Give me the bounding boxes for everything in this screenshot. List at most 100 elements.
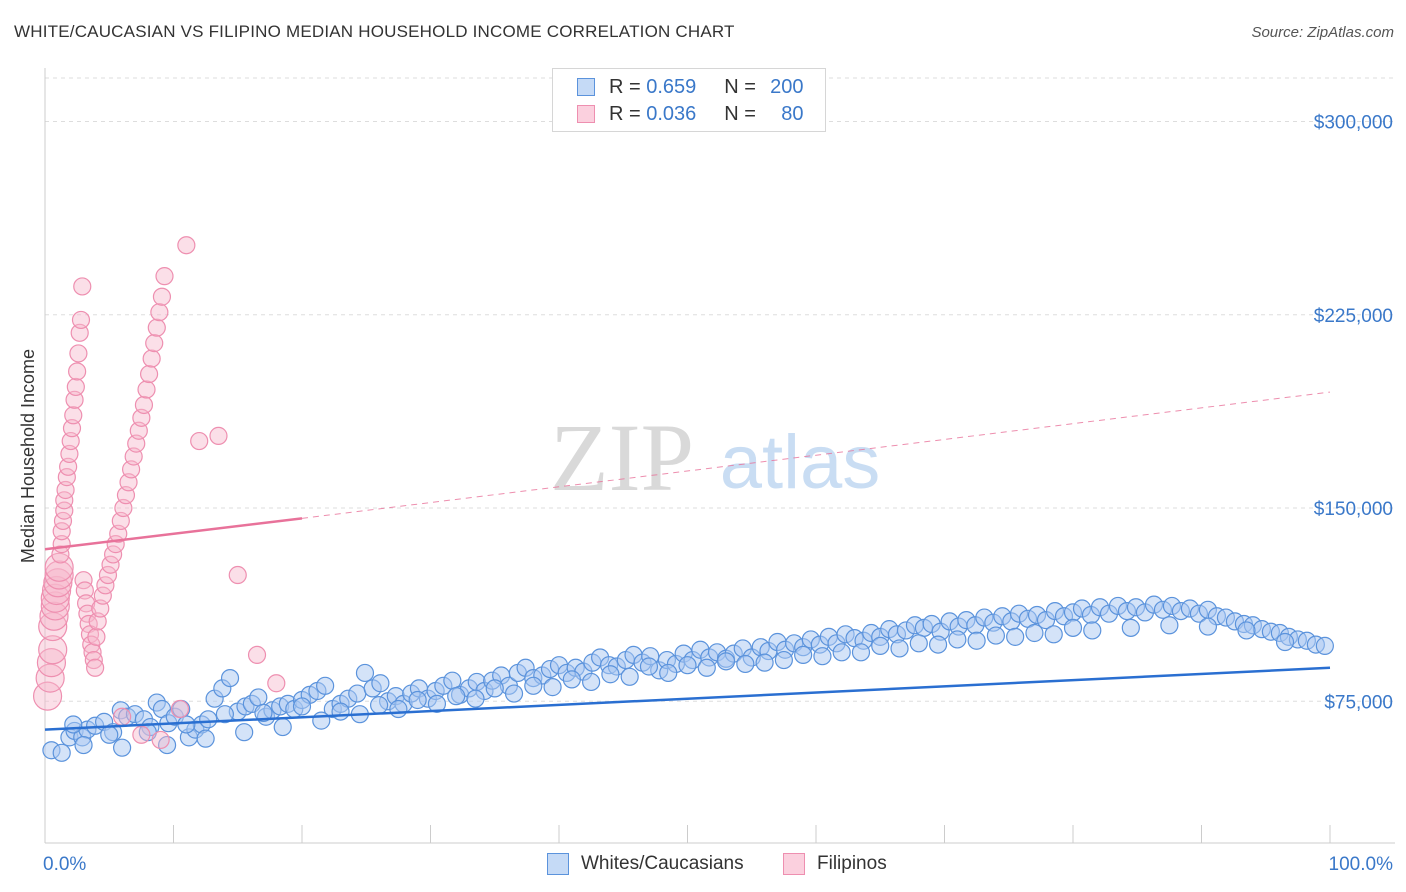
legend-n-label: N = xyxy=(724,102,762,125)
filipinos-point xyxy=(112,707,132,726)
whites-point xyxy=(697,658,716,677)
whites-point xyxy=(355,663,375,683)
whites-point xyxy=(199,710,218,729)
whites-point xyxy=(774,650,793,670)
whites-point xyxy=(64,715,83,734)
whites-point xyxy=(948,630,967,649)
filipinos-point xyxy=(62,419,82,438)
watermark-atlas: atlas xyxy=(720,420,881,505)
whites-point xyxy=(466,689,485,708)
bottom-legend-swatch-whites xyxy=(547,853,569,875)
whites-point xyxy=(716,652,736,671)
whites-point xyxy=(794,645,813,665)
whites-point xyxy=(220,668,240,688)
whites-point xyxy=(371,674,390,693)
whites-point xyxy=(928,635,948,654)
source-label: Source: ZipAtlas.com xyxy=(1251,24,1394,41)
filipinos-point xyxy=(247,645,267,665)
stats-legend: R = 0.659 N = 200 R = 0.036 N = 80 xyxy=(552,68,826,132)
filipinos-point xyxy=(73,277,92,296)
legend-n-label: N = xyxy=(724,75,762,98)
whites-point xyxy=(74,735,93,755)
whites-point xyxy=(851,643,871,662)
watermark-zip: ZIP xyxy=(550,404,694,511)
whites-point xyxy=(736,654,755,674)
filipinos-point xyxy=(228,565,247,585)
filipinos-point xyxy=(170,699,190,719)
bottom-legend-whites: Whites/Caucasians xyxy=(547,850,744,878)
filipinos-point xyxy=(69,344,88,363)
filipinos-point xyxy=(152,287,172,306)
filipinos-point xyxy=(56,480,75,500)
filipinos-point xyxy=(64,406,83,425)
filipinos-point xyxy=(41,575,72,606)
whites-point xyxy=(1063,618,1083,637)
filipinos-point xyxy=(93,586,112,605)
filipinos-point xyxy=(101,555,120,574)
filipinos-point xyxy=(134,395,154,415)
legend-r-label: R = xyxy=(609,102,647,125)
filipinos-point xyxy=(44,560,74,590)
y-axis-label: Median Household Income xyxy=(18,349,38,563)
whites-point xyxy=(1006,627,1025,646)
filipinos-point xyxy=(55,501,74,520)
whites-point xyxy=(1121,618,1140,637)
filipinos-point xyxy=(32,681,63,711)
whites-point xyxy=(601,665,620,684)
whites-point xyxy=(370,696,389,715)
filipinos-point xyxy=(75,581,94,600)
filipinos-point xyxy=(38,635,68,665)
whites-point xyxy=(1198,617,1218,636)
trend-lines xyxy=(44,391,1331,731)
filipinos-point xyxy=(61,431,80,451)
whites-point xyxy=(235,723,254,742)
filipinos-point xyxy=(66,377,85,397)
whites-point xyxy=(427,694,447,713)
filipinos-trend-extension xyxy=(301,391,1331,519)
whites-point xyxy=(112,738,132,757)
whites-point xyxy=(1315,636,1334,655)
whites-points xyxy=(42,595,1334,762)
filipinos-point xyxy=(150,303,169,322)
filipinos-point xyxy=(71,310,91,330)
whites-point xyxy=(485,679,504,698)
whites-point xyxy=(909,634,928,653)
whites-point xyxy=(871,636,890,655)
whites-point xyxy=(331,702,350,721)
whites-point xyxy=(504,684,524,703)
whites-point xyxy=(389,699,408,719)
filipinos-point xyxy=(68,362,87,381)
filipinos-point xyxy=(155,267,174,286)
whites-point xyxy=(1237,621,1256,640)
whites-point xyxy=(986,626,1006,645)
y-tick-label: $225,000 xyxy=(1314,306,1393,327)
filipinos-point xyxy=(132,725,151,744)
filipinos-point xyxy=(139,364,159,384)
whites-point xyxy=(890,639,909,658)
filipinos-point xyxy=(267,674,286,693)
whites-point xyxy=(562,670,581,689)
filipinos-point xyxy=(145,334,164,353)
whites-point xyxy=(254,703,273,722)
whites-point xyxy=(582,672,601,692)
filipinos-point xyxy=(190,431,209,451)
whites-point xyxy=(1160,616,1179,635)
whites-point xyxy=(659,663,678,683)
filipinos-point xyxy=(142,349,161,368)
filipinos-point xyxy=(151,730,170,750)
filipinos-point xyxy=(147,318,166,337)
filipinos-trend-line xyxy=(44,517,303,551)
filipinos-point xyxy=(87,627,106,646)
whites-point xyxy=(639,657,659,676)
x-tick-label: 0.0% xyxy=(43,854,86,875)
filipinos-point xyxy=(84,650,103,670)
y-tick-label: $150,000 xyxy=(1314,499,1393,520)
legend-row-whites: R = 0.659 N = 200 xyxy=(577,75,804,99)
whites-point xyxy=(543,678,562,697)
legend-r-label: R = xyxy=(609,75,647,98)
filipinos-point xyxy=(70,323,89,342)
whites-point xyxy=(1083,621,1102,640)
whites-point xyxy=(52,743,71,762)
whites-point xyxy=(755,653,774,672)
